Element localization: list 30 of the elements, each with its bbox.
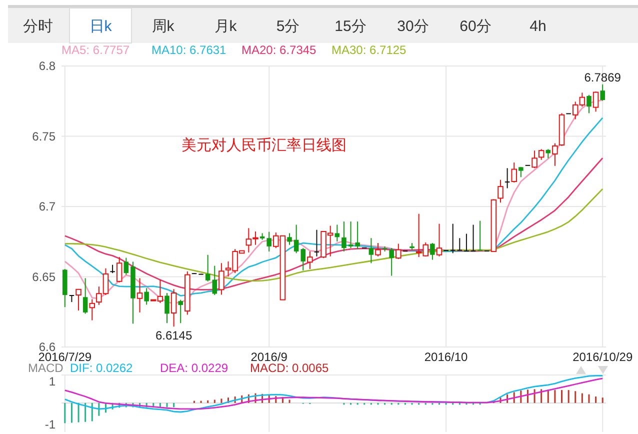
y-tick-label: -1 (44, 418, 56, 432)
text: MA5: 6.7757 (62, 43, 130, 57)
annotation: 6.6145 (155, 328, 192, 343)
text: MA20: 6.7345 (242, 43, 317, 57)
x-tick-label: 2016/10/29 (572, 350, 633, 364)
text: 4h (530, 18, 546, 35)
text: 月k (214, 18, 238, 35)
y-tick-label: 6.75 (32, 129, 56, 144)
y-tick-label: 6.65 (32, 270, 56, 284)
text: MA10: 6.7631 (152, 43, 227, 57)
text: 30分 (397, 18, 429, 35)
series-label: MACD: 0.0065 (250, 361, 330, 375)
text: 分时 (23, 18, 53, 35)
annotation: 6.7869 (584, 70, 622, 84)
x-tick-label: 2016/10 (424, 350, 468, 364)
text: 美元对人民币汇率日线图 (181, 137, 346, 154)
text: MA30: 6.7125 (332, 43, 407, 57)
y-tick-label: 6.7 (38, 200, 56, 214)
text: 60分 (460, 18, 492, 35)
y-tick-label: 1 (48, 374, 56, 389)
chart-title: MACD (28, 361, 64, 375)
text: 5分 (276, 18, 300, 35)
x-tick-label: 2016/9 (250, 350, 288, 364)
text: 15分 (334, 18, 366, 35)
text: 日k (89, 18, 112, 35)
text: DIF: 0.0262 (70, 361, 134, 375)
text: DEA: 0.0229 (160, 361, 228, 375)
x-tick-label: 2016/7/29 (38, 350, 92, 364)
y-tick-label: 6.8 (38, 59, 56, 74)
text: 周k (152, 18, 175, 35)
